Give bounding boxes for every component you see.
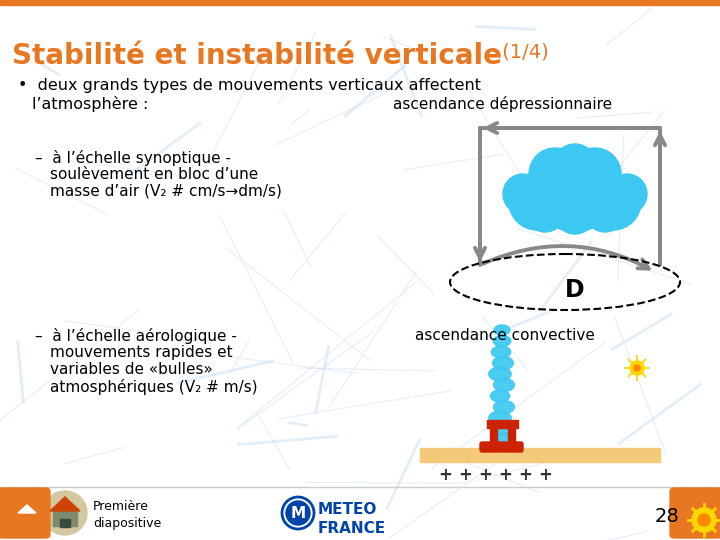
Ellipse shape bbox=[494, 422, 514, 435]
Text: •  deux grands types de mouvements verticaux affectent: • deux grands types de mouvements vertic… bbox=[18, 78, 481, 93]
Text: –  à l’échelle synoptique -: – à l’échelle synoptique - bbox=[35, 150, 231, 166]
Text: +: + bbox=[498, 466, 512, 484]
Text: Première
diapositive: Première diapositive bbox=[93, 500, 161, 530]
Text: +: + bbox=[438, 466, 452, 484]
Text: M: M bbox=[290, 505, 305, 521]
FancyBboxPatch shape bbox=[501, 442, 523, 452]
Ellipse shape bbox=[494, 379, 514, 392]
Text: variables de «bulles»: variables de «bulles» bbox=[50, 362, 212, 377]
Ellipse shape bbox=[489, 367, 511, 381]
Ellipse shape bbox=[493, 335, 510, 347]
Text: ascendance convective: ascendance convective bbox=[415, 328, 595, 343]
Polygon shape bbox=[508, 425, 515, 448]
Ellipse shape bbox=[494, 401, 514, 414]
Circle shape bbox=[630, 361, 644, 375]
Bar bbox=[60, 519, 70, 527]
Ellipse shape bbox=[492, 434, 513, 447]
Circle shape bbox=[607, 174, 647, 214]
Text: –  à l’échelle aérologique -: – à l’échelle aérologique - bbox=[35, 328, 237, 344]
Circle shape bbox=[634, 365, 640, 371]
Ellipse shape bbox=[494, 325, 510, 335]
Circle shape bbox=[529, 148, 581, 200]
Bar bbox=[0, 0, 720, 5]
Ellipse shape bbox=[490, 390, 510, 402]
Text: l’atmosphère :: l’atmosphère : bbox=[32, 96, 148, 112]
Text: D: D bbox=[565, 278, 585, 302]
Circle shape bbox=[585, 192, 625, 232]
FancyBboxPatch shape bbox=[670, 488, 720, 538]
Polygon shape bbox=[490, 425, 497, 448]
Circle shape bbox=[43, 491, 87, 535]
Polygon shape bbox=[50, 497, 80, 511]
Circle shape bbox=[282, 497, 314, 529]
Circle shape bbox=[535, 152, 615, 232]
Polygon shape bbox=[18, 505, 36, 513]
Text: +: + bbox=[538, 466, 552, 484]
Text: masse d’air (V₂ # cm/s→dm/s): masse d’air (V₂ # cm/s→dm/s) bbox=[50, 184, 282, 199]
Ellipse shape bbox=[492, 356, 513, 369]
Circle shape bbox=[555, 194, 595, 234]
Ellipse shape bbox=[489, 411, 511, 425]
Text: soulèvement en bloc d’une: soulèvement en bloc d’une bbox=[50, 167, 258, 182]
Text: +: + bbox=[478, 466, 492, 484]
Bar bbox=[53, 511, 77, 526]
Text: mouvements rapides et: mouvements rapides et bbox=[50, 345, 233, 360]
Text: +: + bbox=[518, 466, 532, 484]
Text: atmosphériques (V₂ # m/s): atmosphériques (V₂ # m/s) bbox=[50, 379, 258, 395]
Circle shape bbox=[286, 501, 310, 525]
Bar bbox=[487, 420, 518, 428]
Bar bbox=[420, 448, 660, 462]
Circle shape bbox=[698, 514, 710, 526]
Text: METEO
FRANCE: METEO FRANCE bbox=[318, 502, 386, 536]
Circle shape bbox=[509, 174, 565, 230]
Circle shape bbox=[585, 174, 641, 230]
Text: +: + bbox=[458, 466, 472, 484]
Circle shape bbox=[692, 508, 716, 532]
Text: Stabilité et instabilité verticale: Stabilité et instabilité verticale bbox=[12, 42, 502, 70]
Circle shape bbox=[503, 174, 543, 214]
Circle shape bbox=[553, 144, 597, 188]
FancyBboxPatch shape bbox=[0, 488, 50, 538]
FancyBboxPatch shape bbox=[480, 442, 502, 452]
Ellipse shape bbox=[491, 346, 510, 358]
Circle shape bbox=[569, 148, 621, 200]
Text: 28: 28 bbox=[655, 507, 680, 526]
Circle shape bbox=[525, 192, 565, 232]
Text: ascendance dépressionnaire: ascendance dépressionnaire bbox=[393, 96, 612, 112]
Text: (1/4): (1/4) bbox=[496, 42, 549, 61]
